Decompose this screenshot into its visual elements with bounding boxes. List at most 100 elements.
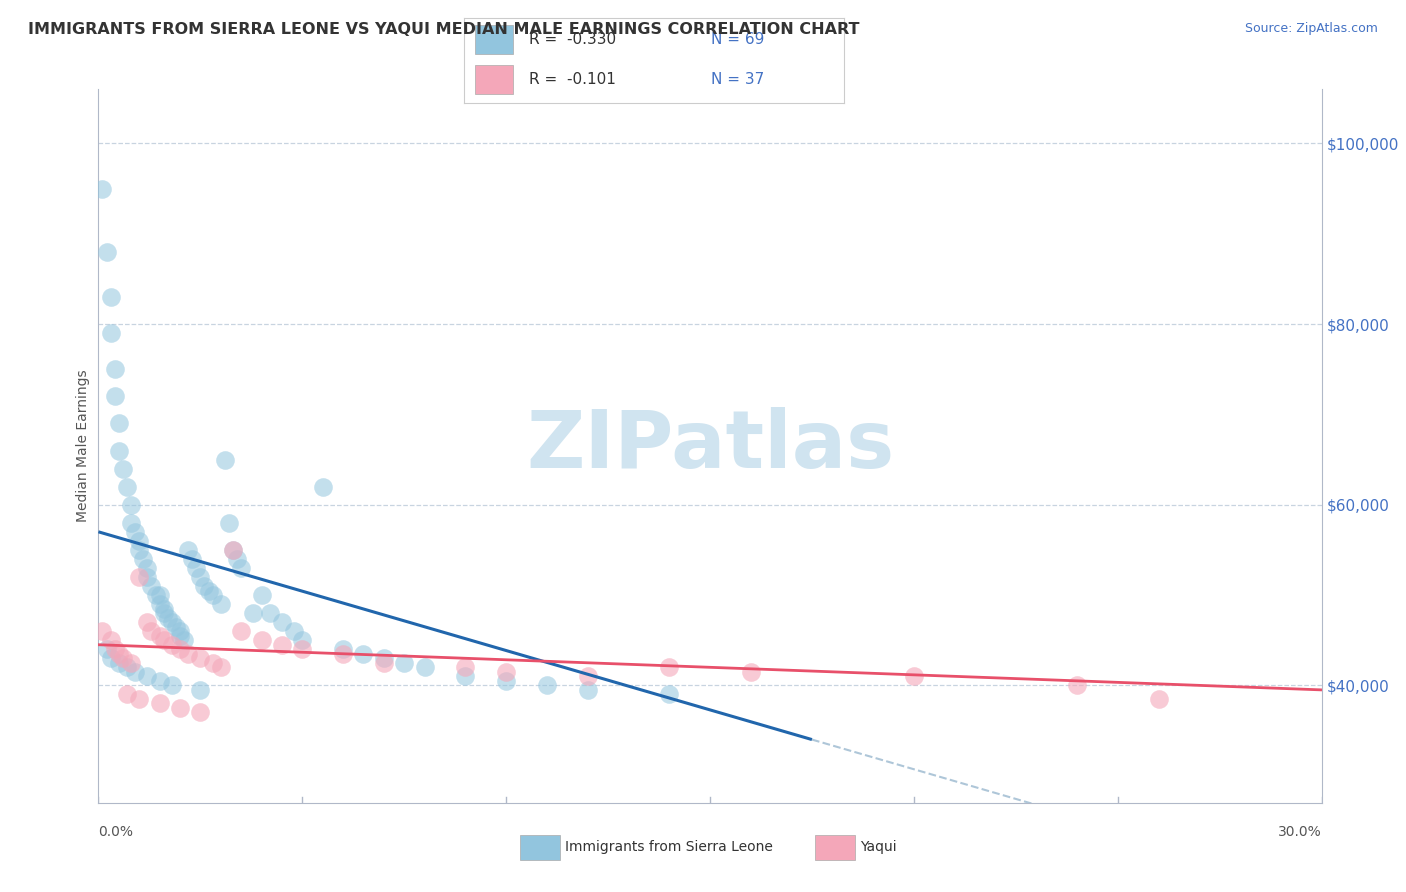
Point — [169, 624, 191, 639]
Point — [104, 362, 127, 376]
Point — [576, 682, 599, 697]
Point — [226, 552, 249, 566]
Point — [141, 579, 163, 593]
Point — [209, 597, 232, 611]
Point — [413, 660, 436, 674]
Point — [222, 542, 245, 557]
Point — [149, 588, 172, 602]
Point — [193, 579, 215, 593]
Y-axis label: Median Male Earnings: Median Male Earnings — [76, 369, 90, 523]
Point — [392, 656, 416, 670]
Text: Source: ZipAtlas.com: Source: ZipAtlas.com — [1244, 22, 1378, 36]
Point — [259, 606, 281, 620]
Point — [201, 656, 224, 670]
Point — [156, 610, 179, 624]
Point — [283, 624, 305, 639]
Point — [1066, 678, 1088, 692]
Text: R =  -0.330: R = -0.330 — [529, 32, 616, 47]
Point — [108, 647, 131, 661]
Point — [495, 665, 517, 679]
Point — [169, 701, 191, 715]
Point — [136, 615, 159, 629]
Point — [1147, 692, 1170, 706]
Point — [120, 516, 142, 530]
Point — [124, 524, 146, 539]
Point — [188, 682, 212, 697]
Point — [149, 629, 172, 643]
Point — [115, 480, 138, 494]
Point — [373, 656, 395, 670]
Point — [104, 389, 127, 403]
Point — [214, 452, 236, 467]
Point — [128, 542, 150, 557]
Point — [181, 552, 204, 566]
Point — [188, 706, 212, 720]
Text: Yaqui: Yaqui — [860, 840, 897, 855]
Point — [108, 417, 131, 431]
Point — [141, 624, 163, 639]
Point — [197, 583, 219, 598]
Point — [149, 697, 172, 711]
Point — [108, 443, 131, 458]
Text: 0.0%: 0.0% — [98, 825, 134, 839]
Point — [332, 647, 354, 661]
Point — [658, 660, 681, 674]
Point — [495, 673, 517, 688]
Point — [111, 461, 134, 475]
Point — [149, 597, 172, 611]
Point — [160, 615, 183, 629]
Point — [128, 692, 150, 706]
Point — [658, 687, 681, 701]
Point — [104, 642, 127, 657]
Point — [454, 660, 477, 674]
Point — [188, 570, 212, 584]
Point — [903, 669, 925, 683]
Point — [576, 669, 599, 683]
Text: N = 69: N = 69 — [711, 32, 763, 47]
Point — [740, 665, 762, 679]
Point — [454, 669, 477, 683]
Point — [96, 244, 118, 259]
Text: IMMIGRANTS FROM SIERRA LEONE VS YAQUI MEDIAN MALE EARNINGS CORRELATION CHART: IMMIGRANTS FROM SIERRA LEONE VS YAQUI ME… — [28, 22, 859, 37]
Point — [332, 642, 354, 657]
Point — [291, 642, 314, 657]
Point — [111, 651, 134, 665]
Point — [209, 660, 232, 674]
Point — [201, 588, 224, 602]
Point — [91, 181, 114, 195]
Point — [250, 633, 273, 648]
Point — [100, 326, 122, 340]
Point — [128, 570, 150, 584]
Point — [152, 633, 174, 648]
Point — [169, 642, 191, 657]
Point — [186, 561, 208, 575]
Point — [136, 570, 159, 584]
Point — [96, 642, 118, 657]
Text: N = 37: N = 37 — [711, 72, 763, 87]
Point — [270, 615, 294, 629]
Point — [149, 673, 172, 688]
Point — [120, 498, 142, 512]
Point — [291, 633, 314, 648]
Point — [91, 624, 114, 639]
Point — [108, 656, 131, 670]
Text: Immigrants from Sierra Leone: Immigrants from Sierra Leone — [565, 840, 773, 855]
Point — [136, 669, 159, 683]
Point — [231, 624, 253, 639]
Point — [536, 678, 558, 692]
Point — [100, 290, 122, 304]
Point — [169, 629, 191, 643]
Point — [165, 620, 187, 634]
Point — [177, 647, 200, 661]
Point — [124, 665, 146, 679]
Point — [115, 687, 138, 701]
Point — [120, 656, 142, 670]
Point — [136, 561, 159, 575]
Point — [160, 678, 183, 692]
Point — [177, 542, 200, 557]
Point — [100, 633, 122, 648]
Point — [128, 533, 150, 548]
Text: ZIPatlas: ZIPatlas — [526, 407, 894, 485]
Point — [242, 606, 264, 620]
Point — [100, 651, 122, 665]
